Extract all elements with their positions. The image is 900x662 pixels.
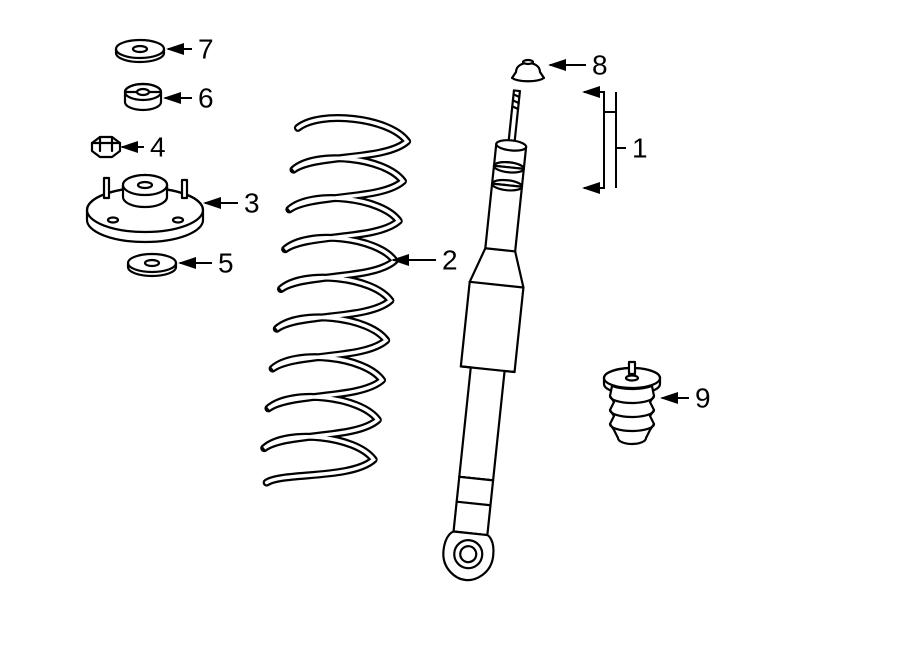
part-3-strut-mount [87,175,203,242]
part-8-cap [512,60,544,81]
label-7: 7 [198,33,214,64]
callout-9: 9 [662,382,711,413]
label-2: 2 [442,244,458,275]
label-9: 9 [695,382,711,413]
label-8: 8 [592,49,608,80]
part-9-bump-stop [604,362,660,444]
callout-4: 4 [122,131,166,162]
callout-7: 7 [168,33,214,64]
callout-5: 5 [180,247,234,278]
part-2-coil-spring [261,113,409,493]
label-1: 1 [632,132,648,163]
parts-diagram: 1 2 3 4 5 6 7 8 9 [0,0,900,662]
label-4: 4 [150,131,166,162]
part-5-washer [128,254,176,276]
callout-6: 6 [165,82,214,113]
callout-2: 2 [393,244,458,275]
part-7-washer [116,40,164,62]
callout-3: 3 [205,187,260,218]
label-6: 6 [198,82,214,113]
part-6-collar [125,84,161,110]
part-1-strut [439,88,544,583]
part-4-nut [92,137,120,157]
label-3: 3 [244,187,260,218]
callout-1: 1 [584,92,648,188]
callout-8: 8 [550,49,608,80]
label-5: 5 [218,247,234,278]
